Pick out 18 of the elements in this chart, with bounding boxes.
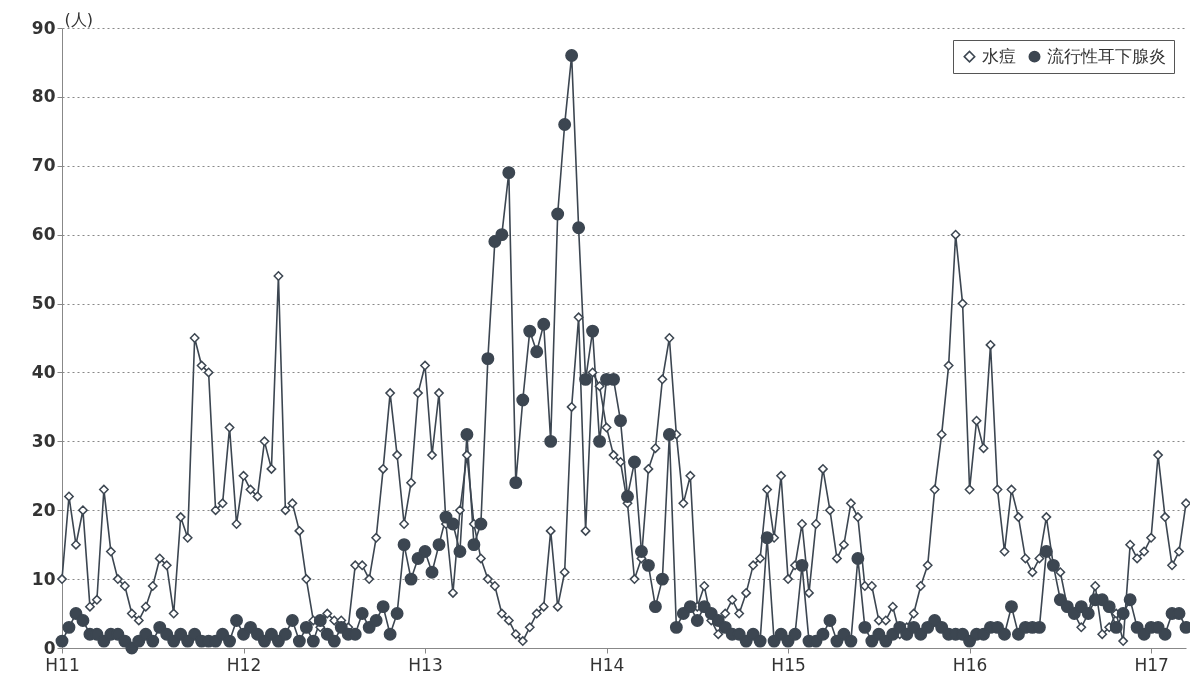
x-tick-label: H16 bbox=[952, 654, 988, 674]
y-axis-title: (人) bbox=[64, 9, 93, 29]
legend-label: 水痘 bbox=[982, 45, 1016, 66]
x-tick-label: H13 bbox=[408, 654, 443, 674]
x-tick-label: H12 bbox=[226, 654, 262, 674]
y-tick-label: 50 bbox=[31, 293, 56, 314]
y-tick-label: 40 bbox=[31, 361, 56, 382]
x-tick-label: H14 bbox=[589, 654, 625, 674]
y-tick-label: 30 bbox=[31, 430, 56, 451]
x-tick-label: H15 bbox=[771, 654, 806, 674]
y-tick-label: 70 bbox=[31, 155, 56, 176]
y-tick-label: 90 bbox=[31, 17, 56, 38]
y-tick-label: 10 bbox=[31, 568, 56, 589]
y-tick-label: 80 bbox=[31, 86, 56, 107]
legend-label: 流行性耳下腺炎 bbox=[1047, 45, 1166, 66]
y-tick-label: 20 bbox=[31, 499, 56, 520]
x-tick-label: H17 bbox=[1134, 654, 1169, 674]
y-tick-label: 60 bbox=[31, 224, 56, 245]
